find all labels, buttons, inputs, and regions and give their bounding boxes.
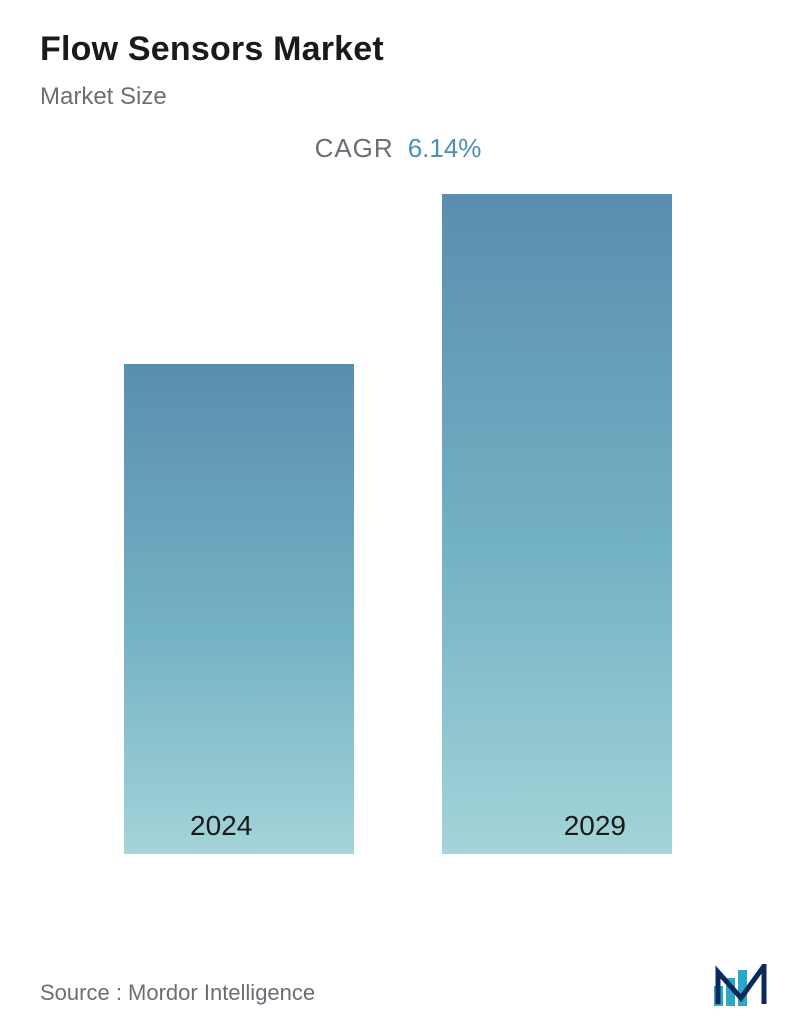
chart-subtitle: Market Size [40,83,756,111]
cagr-value: 6.14% [408,133,482,163]
bar-col-0: 2024 [109,364,369,854]
bar-0 [124,364,354,854]
source-text: Source : Mordor Intelligence [40,980,315,1006]
mordor-logo-icon [714,964,772,1006]
chart-container: Flow Sensors Market Market Size CAGR 6.14… [0,0,796,1034]
bar-col-1: 2029 [427,194,687,854]
bar-1 [442,194,672,854]
bar-label-0: 2024 [190,810,252,842]
cagr-label: CAGR [315,133,394,163]
bar-label-1: 2029 [564,810,626,842]
chart-footer: Source : Mordor Intelligence [40,964,772,1006]
bar-chart: 2024 2029 [40,194,756,914]
chart-title: Flow Sensors Market [40,30,756,69]
cagr-row: CAGR 6.14% [40,133,756,164]
bars-group: 2024 2029 [40,194,756,854]
